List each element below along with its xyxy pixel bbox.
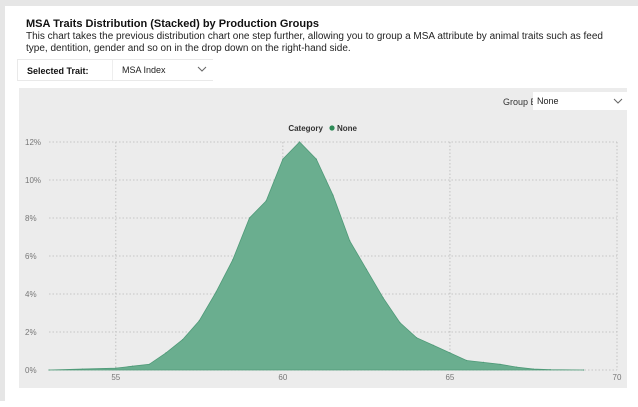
- data-point: [382, 297, 384, 299]
- data-point: [248, 217, 251, 219]
- area-series-none: [48, 141, 584, 371]
- x-tick-label: 60: [278, 373, 287, 382]
- data-point: [532, 368, 535, 370]
- area-layer: [48, 141, 585, 371]
- chart-description: This chart takes the previous distributi…: [26, 31, 603, 54]
- y-tick-label: 12%: [25, 138, 41, 147]
- groupby-label: Group By:: [503, 97, 544, 107]
- x-tick-label: 55: [111, 373, 120, 382]
- chevron-down-icon: [613, 98, 623, 104]
- x-tick-label: 65: [445, 373, 454, 382]
- y-tick-label: 0%: [25, 366, 37, 375]
- data-point: [198, 320, 200, 322]
- legend-marker: [329, 125, 335, 131]
- data-point: [232, 259, 234, 261]
- groupby-dropdown[interactable]: None: [533, 92, 627, 110]
- data-point: [298, 141, 301, 143]
- legend-title: Category: [288, 124, 323, 133]
- y-tick-label: 4%: [25, 290, 37, 299]
- data-point: [449, 352, 451, 354]
- chart-panel: Group By: None 0% 2% 4% 6% 8% 10% 12% 55 60 65 70 …: [19, 88, 627, 388]
- data-point: [582, 369, 585, 371]
- data-point: [182, 339, 184, 341]
- legend: Category None: [288, 124, 357, 133]
- data-point: [415, 337, 418, 339]
- axis-layer: 0% 2% 4% 6% 8% 10% 12% 55 60 65 70: [25, 138, 622, 382]
- data-point: [115, 367, 117, 369]
- data-point: [315, 158, 317, 160]
- trait-dropdown-value: MSA Index: [122, 65, 166, 75]
- data-point: [165, 352, 167, 354]
- data-point: [499, 363, 501, 365]
- legend-series-label: None: [337, 124, 358, 133]
- x-tick-label: 70: [613, 373, 622, 382]
- data-point: [399, 321, 401, 324]
- chevron-down-icon: [197, 66, 207, 72]
- footer-strip: [10, 396, 638, 407]
- distribution-area-chart: 0% 2% 4% 6% 8% 10% 12% 55 60 65 70 Category None: [25, 124, 622, 382]
- data-point: [81, 368, 84, 370]
- y-tick-label: 6%: [25, 252, 37, 261]
- data-point: [432, 344, 434, 346]
- data-point: [466, 359, 468, 362]
- data-point: [549, 369, 551, 371]
- data-point: [215, 291, 217, 293]
- groupby-dropdown-value: None: [537, 96, 559, 106]
- data-point: [516, 366, 518, 368]
- data-point: [265, 200, 267, 202]
- data-point: [332, 194, 334, 196]
- data-point: [148, 363, 150, 365]
- y-tick-label: 2%: [25, 328, 37, 337]
- data-point: [48, 369, 50, 371]
- data-point: [349, 240, 351, 242]
- data-point: [282, 158, 284, 160]
- data-point: [365, 268, 368, 270]
- trait-dropdown[interactable]: MSA Index: [112, 60, 213, 80]
- trait-label: Selected Trait:: [27, 66, 89, 76]
- trait-selector-row: Selected Trait: MSA Index: [17, 59, 213, 81]
- data-point: [482, 361, 484, 363]
- chart-title: MSA Traits Distribution (Stacked) by Pro…: [26, 18, 319, 30]
- data-point: [131, 365, 134, 367]
- y-tick-label: 8%: [25, 214, 37, 223]
- y-tick-label: 10%: [25, 176, 41, 185]
